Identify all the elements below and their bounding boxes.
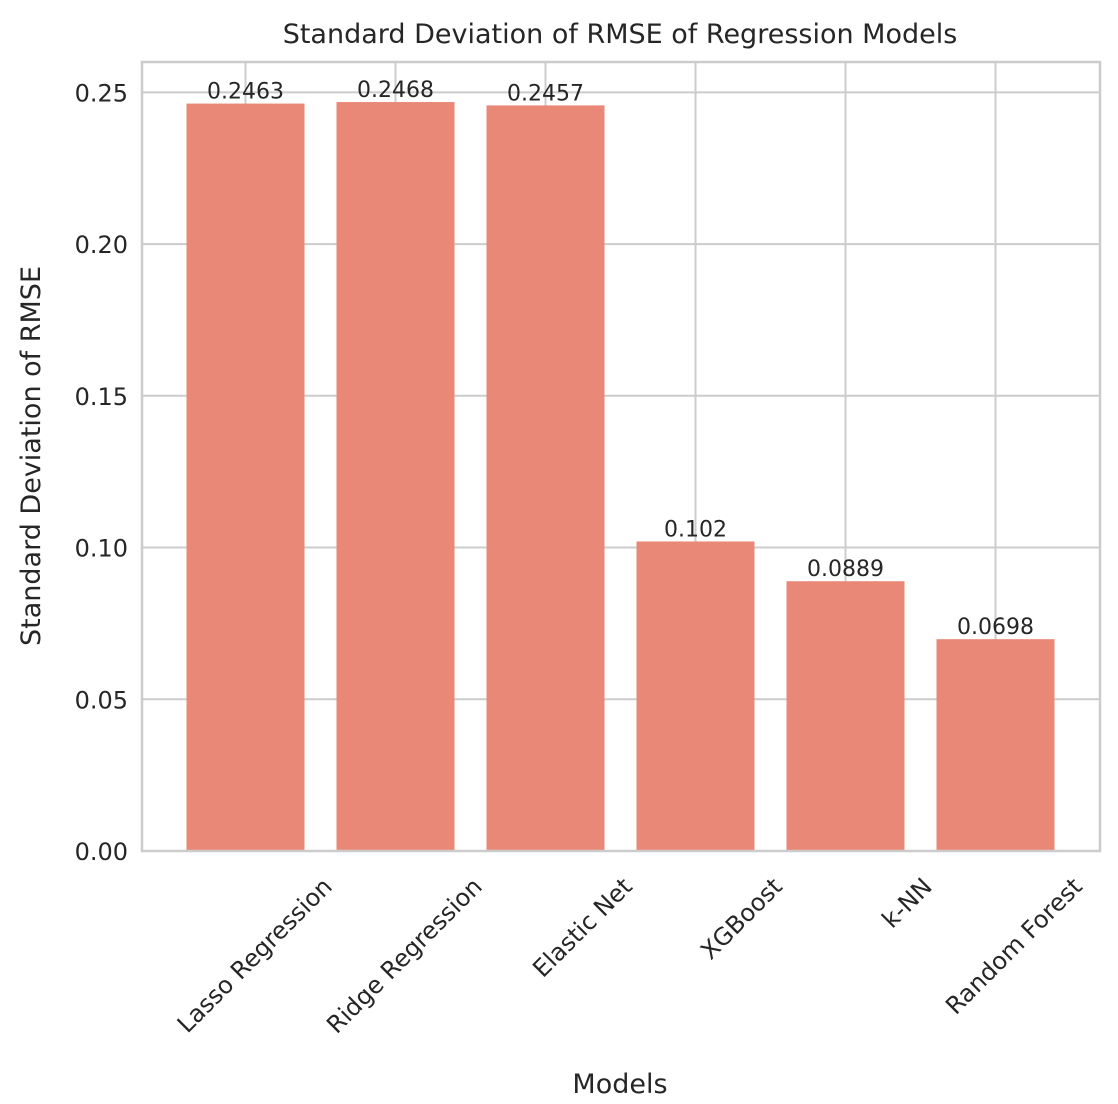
y-tick-label: 0.15	[75, 383, 128, 411]
bar-value-label: 0.102	[664, 517, 727, 542]
bar-value-label: 0.0889	[807, 557, 884, 582]
chart-title: Standard Deviation of RMSE of Regression…	[283, 19, 958, 50]
bars	[186, 102, 1055, 852]
y-axis-ticks: 0.00 0.05 0.10 0.15 0.20 0.25	[75, 79, 128, 866]
y-tick-label: 0.05	[75, 686, 128, 714]
y-tick-label: 0.10	[75, 535, 128, 563]
bar	[336, 102, 455, 851]
bar	[936, 639, 1055, 851]
y-axis-label: Standard Deviation of RMSE	[16, 266, 47, 646]
bar-value-label: 0.2457	[507, 81, 584, 106]
plot-frame	[140, 60, 1102, 853]
y-tick-label: 0.00	[75, 838, 128, 866]
bar	[786, 581, 905, 851]
x-tick-label: k-NN	[877, 872, 938, 933]
y-tick-label: 0.25	[75, 79, 128, 107]
x-tick-label: Ridge Regression	[321, 872, 488, 1039]
y-tick-label: 0.20	[75, 231, 128, 259]
bar	[636, 541, 755, 851]
bar-value-label: 0.0698	[957, 615, 1034, 640]
x-tick-label: Elastic Net	[527, 872, 637, 982]
bar	[486, 105, 605, 851]
bar	[186, 103, 305, 852]
x-tick-label: Random Forest	[940, 872, 1088, 1020]
x-tick-label: Lasso Regression	[172, 872, 338, 1038]
x-tick-label: XGBoost	[695, 872, 787, 964]
x-axis-label: Models	[572, 1069, 667, 1100]
data-labels: 0.2463 0.2468 0.2457 0.102 0.0889 0.0698	[207, 78, 1034, 640]
bar-value-label: 0.2463	[207, 80, 284, 105]
bar-value-label: 0.2468	[357, 78, 434, 103]
